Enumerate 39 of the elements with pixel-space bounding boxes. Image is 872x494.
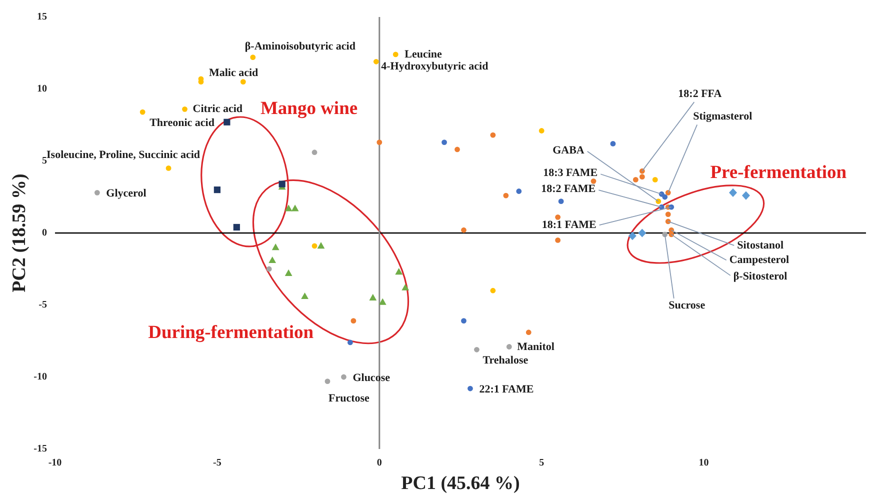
y-tick-label: -5 — [38, 300, 47, 310]
y-tick-label: 5 — [42, 156, 47, 166]
annotation: Mango wine — [260, 99, 358, 120]
x-tick-label: 0 — [376, 458, 382, 468]
annotation: Sitostanol — [737, 239, 784, 252]
annotation: Threonic acid — [150, 117, 214, 130]
annotation: Manitol — [517, 340, 554, 353]
y-tick-label: 10 — [37, 84, 47, 94]
annotation: 18:2 FFA — [678, 88, 722, 100]
y-tick-label: 0 — [42, 228, 47, 238]
annotation: Sucrose — [668, 299, 706, 312]
annotation: Isoleucine, Proline, Succinic acid — [46, 149, 200, 162]
annotation: Glucose — [352, 372, 390, 384]
annotation: Stigmasterol — [693, 110, 752, 123]
annotation: Leucine — [404, 48, 442, 60]
y-tick-label: -15 — [34, 444, 47, 454]
annotation: β-Sitosterol — [733, 270, 788, 282]
annotation: β-Aminoisobutyric acid — [244, 40, 356, 52]
x-axis-title: PC1 (45.64 %) — [401, 472, 520, 494]
annotation: Malic acid — [208, 66, 258, 79]
annotation: Trehalose — [482, 354, 528, 367]
y-tick-label: -10 — [34, 372, 47, 382]
annotation: Fructose — [328, 392, 370, 404]
annotation: Citric acid — [192, 103, 243, 116]
annotation: 4-Hydroxybutyric acid — [381, 60, 488, 73]
annotation: During-fermentation — [148, 322, 314, 343]
y-axis-title: PC2 (18.59 %) — [8, 174, 30, 292]
y-tick-label: 15 — [37, 12, 47, 22]
annotation: 18:3 FAME — [543, 167, 598, 180]
x-tick-label: 5 — [539, 458, 544, 468]
annotation: Campesterol — [729, 254, 790, 266]
annotation: 18:2 FAME — [541, 183, 596, 196]
x-tick-label: 10 — [698, 458, 709, 468]
x-tick-label: -5 — [213, 458, 222, 468]
annotation: 18:1 FAME — [542, 219, 596, 232]
annotation: GABA — [552, 144, 584, 156]
annotation: Pre-fermentation — [710, 162, 848, 183]
annotation: 22:1 FAME — [479, 384, 534, 396]
annotation: Glycerol — [106, 188, 146, 200]
